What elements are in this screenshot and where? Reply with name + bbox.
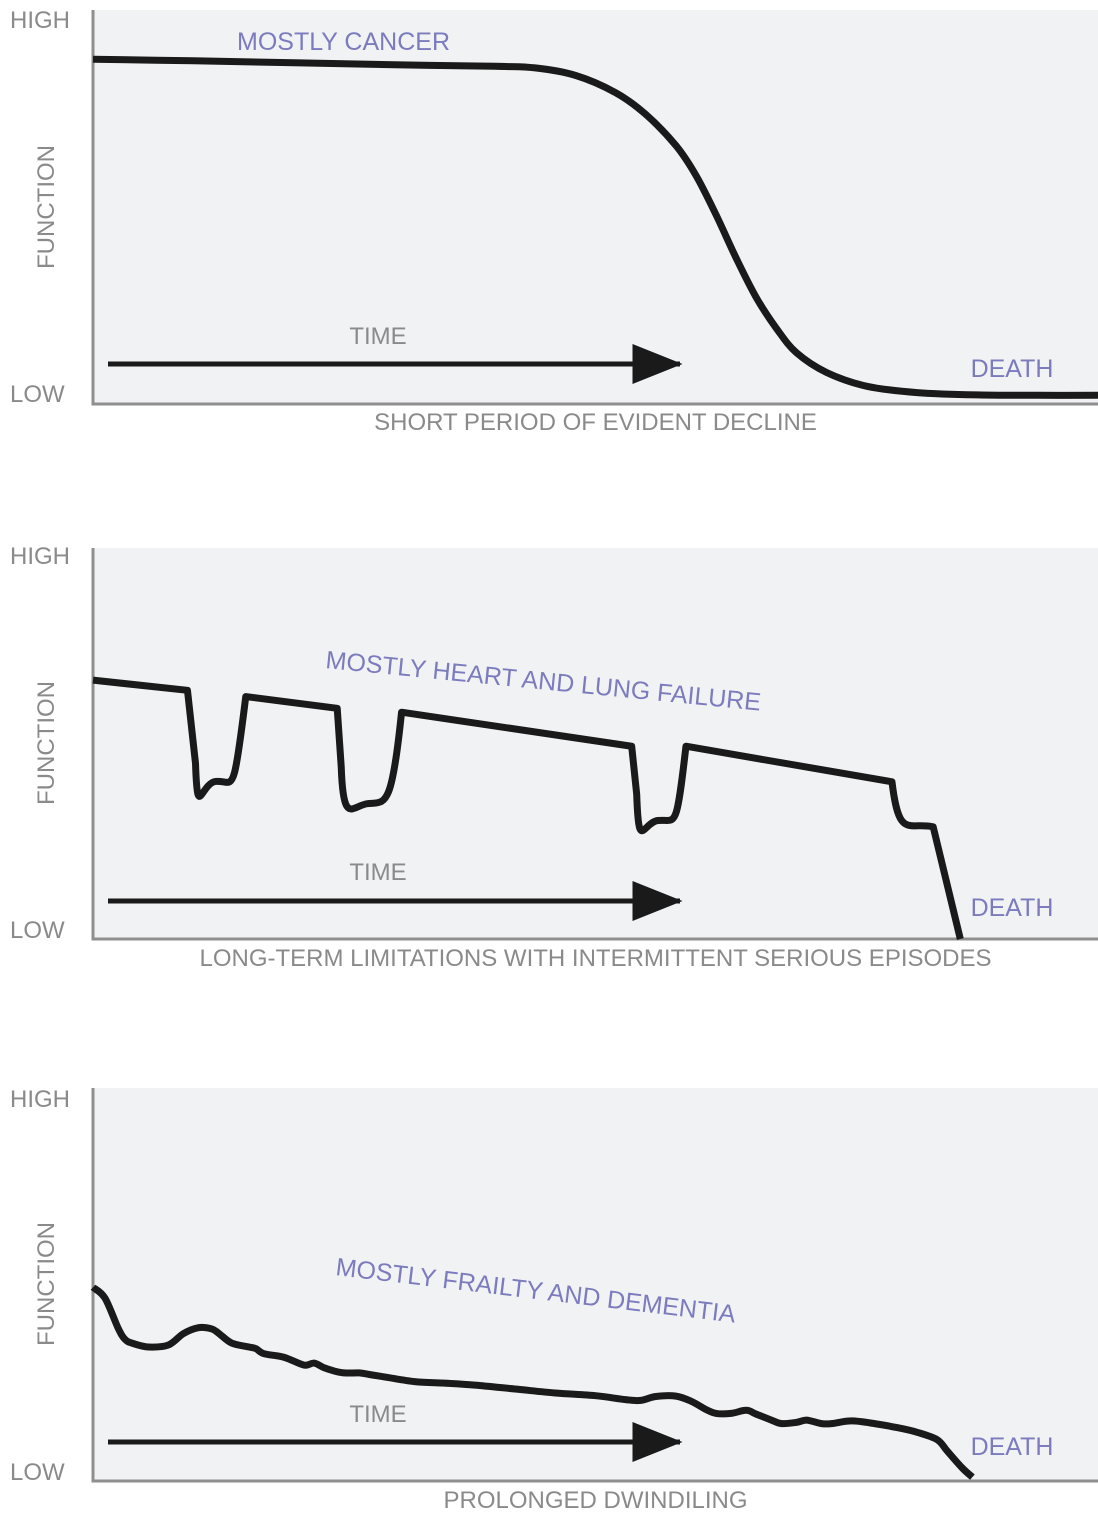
time-label: TIME	[349, 859, 406, 886]
trajectory-annotation: MOSTLY CANCER	[237, 28, 450, 56]
y-axis-title: FUNCTION	[33, 1222, 60, 1346]
time-label: TIME	[349, 1401, 406, 1428]
chart-panel-2: HIGH LOW FUNCTION LONG-TERM LIMITATIONS WIT…	[10, 543, 1098, 972]
time-label: TIME	[349, 323, 406, 350]
function-trajectory-line	[92, 55, 1098, 399]
death-label: DEATH	[971, 355, 1054, 383]
death-label: DEATH	[971, 1433, 1054, 1461]
y-low-label: LOW	[10, 1459, 65, 1486]
function-trajectory-line	[92, 676, 964, 940]
y-low-label: LOW	[10, 381, 65, 408]
panel-caption: SHORT PERIOD OF EVIDENT DECLINE	[374, 409, 817, 436]
panel-caption: LONG-TERM LIMITATIONS WITH INTERMITTENT …	[199, 945, 991, 972]
y-high-label: HIGH	[10, 543, 70, 570]
function-trajectory-line	[90, 1284, 975, 1480]
y-high-label: HIGH	[10, 7, 70, 34]
y-high-label: HIGH	[10, 1086, 70, 1113]
plot-area	[93, 10, 1098, 404]
y-low-label: LOW	[10, 917, 65, 944]
panel-caption: PROLONGED DWINDILING	[443, 1487, 747, 1514]
plot-area	[93, 1088, 1098, 1481]
chart-panel-1: HIGH LOW FUNCTION SHORT PERIOD OF EVIDENT D…	[10, 7, 1098, 436]
y-axis-title: FUNCTION	[33, 145, 60, 269]
death-label: DEATH	[971, 894, 1054, 922]
y-axis-title: FUNCTION	[33, 681, 60, 805]
